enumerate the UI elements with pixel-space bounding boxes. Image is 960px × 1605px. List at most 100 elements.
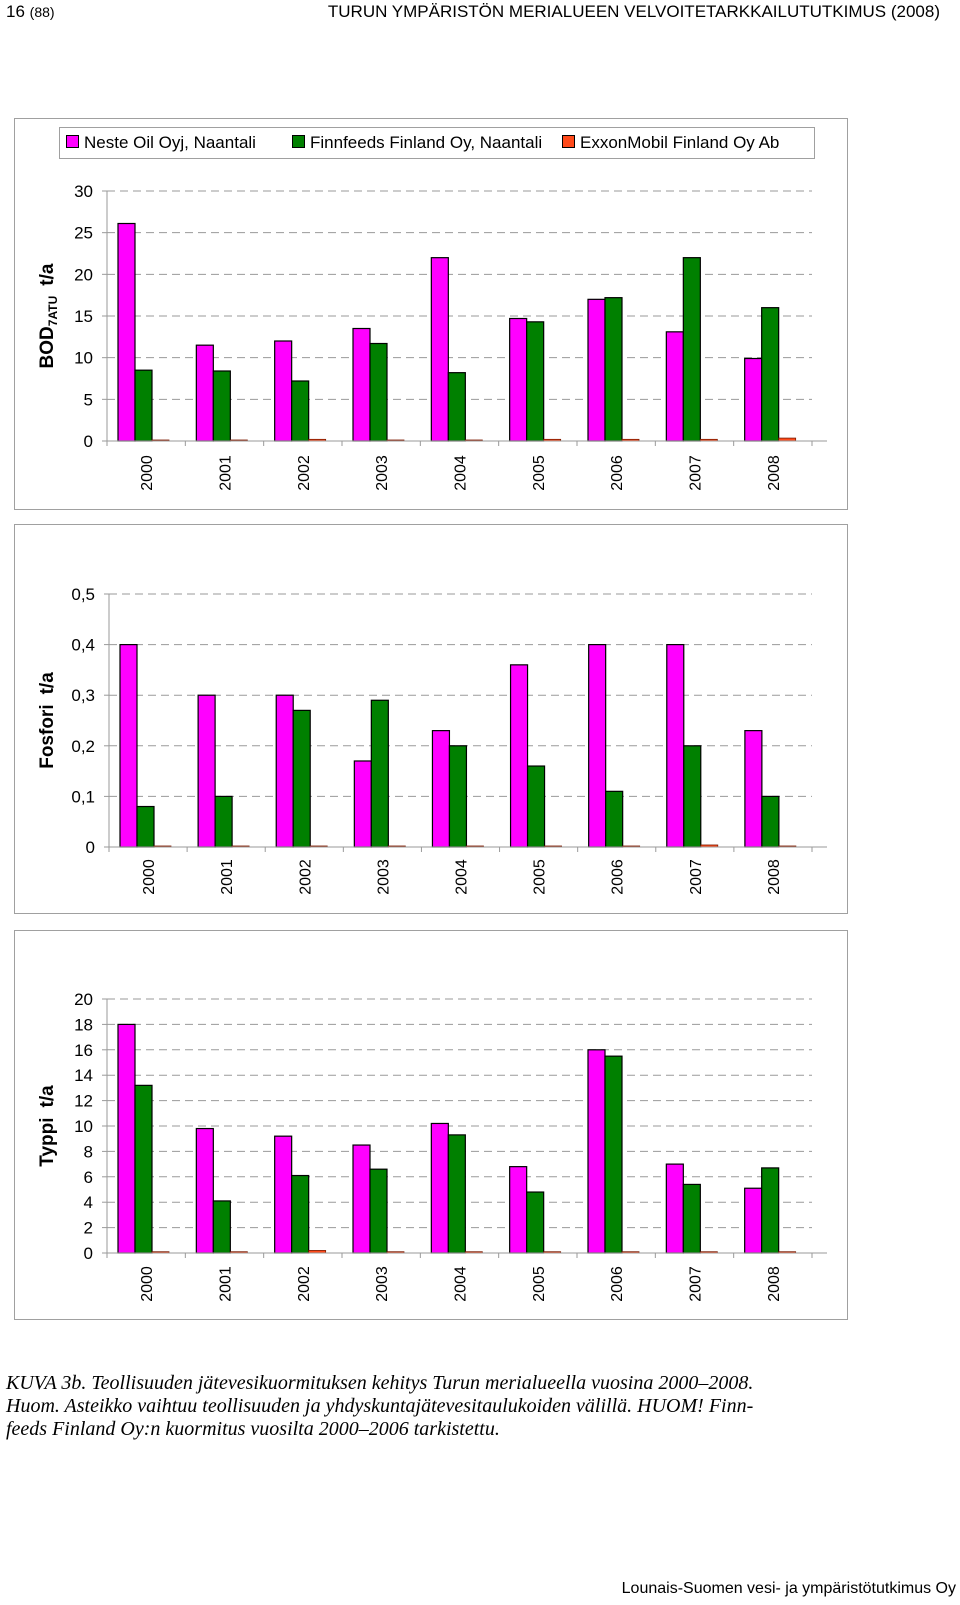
bar-neste-2000 [117,1023,136,1254]
legend: Neste Oil Oyj, Naantali Finnfeeds Finlan… [59,127,815,159]
bar-neste-2000 [119,643,138,848]
bar-finnfeeds-2000 [136,805,155,848]
bar-neste-2002 [275,694,294,848]
bar-neste-2005 [509,1166,528,1254]
bar-finnfeeds-2000 [134,369,153,442]
bar-finnfeeds-2008 [761,795,780,848]
x-tick-label: 2001 [218,455,235,491]
x-tick-label: 2004 [453,455,470,491]
caption-line: KUVA 3b. Teollisuuden jätevesikuormituks… [6,1372,754,1394]
y-tick-label: 0 [86,838,95,857]
bod-chart: 0 5 10 15 20 25 30 2000 2001 2002 2003 2004 2005 2006… [37,182,827,491]
bar-neste-2001 [195,344,214,442]
x-tick-label: 2002 [296,455,313,491]
bar-neste-2007 [666,643,685,848]
legend-item-exxon: ExxonMobil Finland Oy Ab [562,133,779,153]
page-number: 16 (88) [6,2,55,21]
bar-finnfeeds-2004 [448,745,468,848]
y-tick-label: 14 [74,1066,93,1085]
x-tick-label: 2006 [609,455,626,491]
bar-finnfeeds-2002 [291,380,310,442]
x-tick-label: 2008 [766,455,783,491]
x-tick-label: 2001 [218,1266,235,1302]
x-tick-label: 2001 [219,859,236,895]
bar-finnfeeds-2001 [212,1200,231,1254]
y-tick-label: 18 [74,1015,93,1034]
x-tick-label: 2008 [766,1266,783,1302]
bar-finnfeeds-2006 [604,297,623,442]
y-axis-label-main: Typpi [37,1117,58,1166]
bar-finnfeeds-2003 [369,1168,388,1254]
y-axis-label: Typpi t/a [37,1085,58,1167]
bar-finnfeeds-2002 [292,709,311,848]
y-tick-label: 20 [74,265,93,284]
report-title: TURUN YMPÄRISTÖN MERIALUEEN VELVOITETARK… [327,2,940,21]
y-tick-label: 0 [84,1244,93,1263]
y-tick-label: 16 [74,1041,93,1060]
bar-neste-2006 [587,298,606,442]
bar-neste-2007 [665,1163,684,1254]
y-tick-label: 30 [74,182,93,201]
x-tick-label: 2003 [374,1266,391,1302]
y-axis-label: BOD7ATU t/a [37,263,60,368]
typpi-chart: 0 2 4 6 8 10 12 14 16 18 20 2000 2001 2002 2003 2004 200… [37,990,827,1302]
bar-neste-2002 [274,340,293,442]
x-tick-label: 2002 [297,859,314,895]
caption-line: Huom. Asteikko vaihtuu teollisuuden ja y… [6,1395,754,1417]
y-tick-label: 0 [84,432,93,451]
bar-neste-2008 [744,357,763,442]
page-footer: Lounais-Suomen vesi- ja ympäristötutkimu… [621,1580,956,1597]
bar-neste-2003 [352,1144,371,1254]
bar-neste-2003 [352,327,371,442]
y-tick-label: 10 [74,1117,93,1136]
bar-finnfeeds-2006 [605,790,624,848]
bar-neste-2003 [353,760,372,848]
bar-finnfeeds-2008 [761,307,780,442]
bar-finnfeeds-2004 [447,1134,466,1254]
x-tick-label: 2008 [766,859,783,895]
figure-caption: KUVA 3b. Teollisuuden jätevesikuormituks… [6,1372,958,1441]
bar-finnfeeds-2008 [761,1167,780,1254]
y-tick-label: 20 [74,990,93,1009]
bar-finnfeeds-2006 [604,1055,623,1254]
x-tick-label: 2005 [531,455,548,491]
y-tick-label: 0,3 [71,686,95,705]
x-tick-label: 2005 [531,1266,548,1302]
y-tick-label: 0,5 [71,585,95,604]
bar-finnfeeds-2003 [370,699,389,848]
bar-finnfeeds-2005 [526,1191,545,1254]
bar-finnfeeds-2007 [683,745,702,848]
bar-neste-2000 [117,222,136,442]
legend-swatch-exxon [562,135,575,148]
y-tick-label: 4 [84,1193,93,1212]
chart-bod-panel: Neste Oil Oyj, Naantali Finnfeeds Finlan… [14,118,848,510]
bar-neste-2008 [744,1187,763,1254]
y-tick-label: 25 [74,224,93,243]
x-tick-label: 2003 [375,859,392,895]
legend-item-neste: Neste Oil Oyj, Naantali [66,133,256,153]
bar-finnfeeds-2002 [291,1174,310,1254]
chart-typpi-panel: 0 2 4 6 8 10 12 14 16 18 20 2000 2001 2002 2003 2004 200… [14,930,848,1320]
y-axis-label-unit: t/a [37,1085,58,1108]
y-tick-label: 12 [74,1092,93,1111]
bar-neste-2005 [509,664,529,848]
chart-fosfori-panel: 0 0,1 0,2 0,3 0,4 0,5 2000 2001 2002 2003 2004 2005… [14,524,848,914]
bar-neste-2005 [509,317,528,442]
bar-neste-2006 [587,1049,606,1254]
bar-neste-2006 [588,643,607,848]
y-tick-label: 5 [84,390,93,409]
x-tick-label: 2007 [688,455,705,491]
legend-swatch-neste [66,135,79,148]
y-axis-label-main: Fosfori [37,704,58,768]
bar-finnfeeds-2000 [134,1084,153,1254]
bar-finnfeeds-2007 [682,1183,701,1254]
caption-line: feeds Finland Oy:n kuormitus vuosilta 20… [6,1418,500,1440]
x-tick-label: 2000 [141,859,158,895]
y-tick-label: 10 [74,349,93,368]
y-tick-label: 8 [84,1142,93,1161]
bar-neste-2001 [195,1127,214,1254]
y-tick-label: 0,2 [71,737,95,756]
x-tick-label: 2000 [139,1266,156,1302]
x-tick-label: 2004 [453,1266,470,1302]
bar-finnfeeds-2005 [526,765,546,848]
